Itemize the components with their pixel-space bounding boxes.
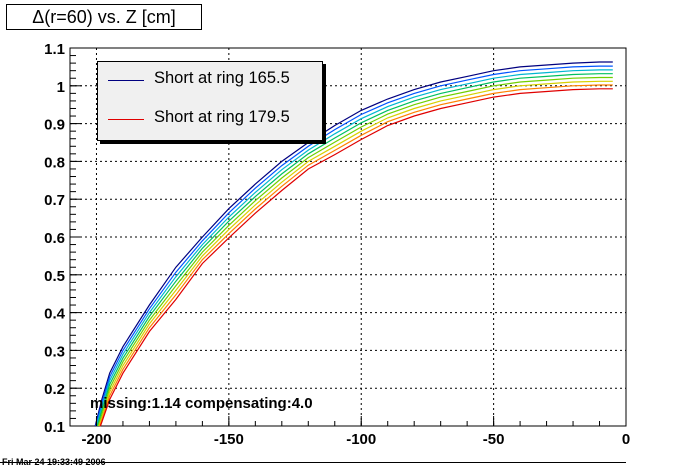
x-tick-label-0: -200 (81, 431, 111, 448)
y-tick-label-4: 0.5 (44, 268, 65, 285)
series-line-1 (95, 65, 613, 427)
series-line-3 (96, 73, 613, 427)
y-tick-label-9: 1 (57, 79, 65, 96)
x-tick-label-2: -100 (346, 431, 376, 448)
series-line-7 (99, 88, 613, 427)
datestamp-rule (0, 462, 626, 463)
y-tick-label-8: 0.9 (44, 117, 65, 134)
x-tick-label-4: 0 (622, 431, 630, 448)
series-line-4 (97, 76, 613, 427)
y-tick-label-2: 0.3 (44, 343, 65, 360)
series-line-0 (94, 61, 613, 427)
chart-title: Δ(r=60) vs. Z [cm] (6, 4, 202, 30)
y-tick-label-10: 1.1 (44, 41, 65, 58)
axes: -200 -150 -100 -50 0 0.1 0.2 0.3 0.4 0.5 0.6 0.7 0.8… (44, 41, 630, 448)
series-lines (94, 61, 613, 427)
x-tick-label-3: -50 (483, 431, 505, 448)
series-line-6 (99, 84, 613, 427)
x-tick-label-1: -150 (214, 431, 244, 448)
y-tick-label-6: 0.7 (44, 192, 65, 209)
y-tick-label-5: 0.6 (44, 230, 65, 247)
series-line-5 (98, 80, 613, 427)
legend-entry-165: Short at ring 165.5 (98, 66, 324, 96)
legend-swatch-179 (108, 119, 144, 120)
y-tick-label-3: 0.4 (44, 306, 66, 323)
legend-label-179: Short at ring 179.5 (154, 108, 290, 126)
legend-label-165: Short at ring 165.5 (154, 69, 290, 87)
grid (70, 48, 626, 426)
series-line-2 (95, 69, 613, 427)
legend: Short at ring 165.5 Short at ring 179.5 (97, 61, 323, 141)
y-tick-label-0: 0.1 (44, 419, 65, 436)
legend-swatch-165 (108, 80, 144, 81)
y-tick-label-1: 0.2 (44, 381, 65, 398)
y-tick-label-7: 0.8 (44, 154, 65, 171)
annotation-text: missing:1.14 compensating:4.0 (90, 395, 313, 412)
legend-entry-179: Short at ring 179.5 (98, 105, 324, 135)
